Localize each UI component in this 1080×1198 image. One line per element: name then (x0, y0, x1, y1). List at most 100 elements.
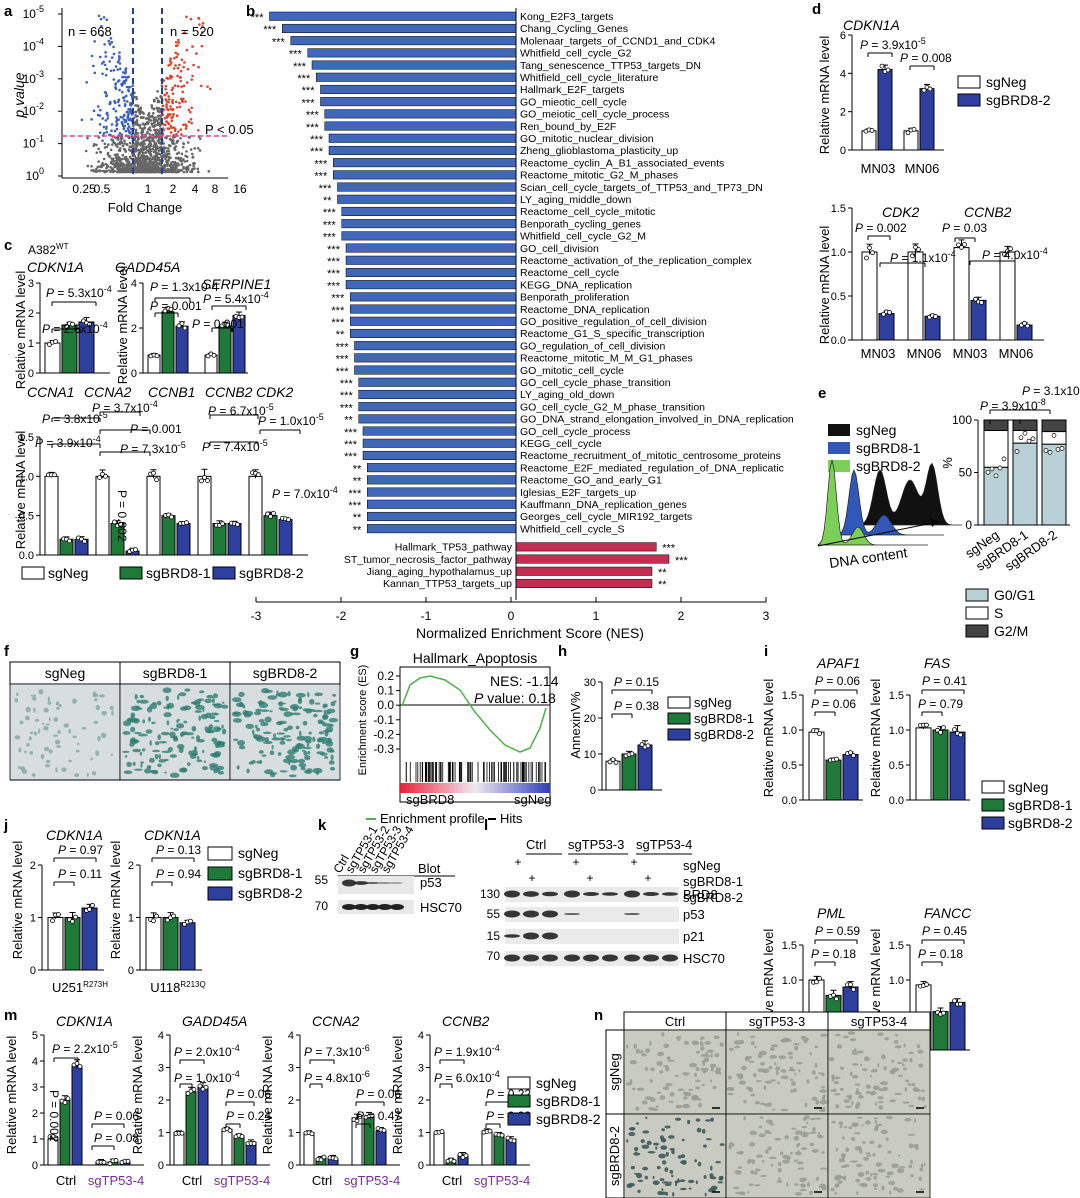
volcano-point (172, 166, 176, 170)
n-cell (873, 1187, 878, 1191)
c-pvalue: P = 2.6x10-4 (42, 320, 108, 336)
f-cell (124, 755, 128, 758)
panel-label-l: l (484, 817, 488, 834)
f-cell (301, 749, 305, 752)
f-cell (101, 710, 107, 716)
volcano-point (117, 138, 120, 141)
volcano-point (163, 93, 167, 97)
l-plus: + (586, 871, 593, 885)
f-cell (288, 774, 297, 778)
volcano-point (155, 96, 158, 100)
m-chart-point (357, 1114, 363, 1119)
volcano-point (138, 170, 142, 174)
f-cell (236, 765, 240, 770)
d-bottom-point (864, 255, 869, 261)
volcano-point (116, 170, 119, 174)
f-cell (166, 720, 170, 726)
c-bottom-bar (44, 475, 59, 556)
volcano-point (125, 110, 129, 114)
m-chart-bar (375, 1130, 387, 1166)
n-cell (835, 1104, 840, 1109)
m-chart-point (511, 1138, 517, 1144)
n-cell (776, 1081, 780, 1085)
volcano-point (171, 92, 175, 95)
gsea-term-label: Reactome_activation_of_the_replication_c… (520, 255, 752, 267)
d-bottom-xlabel: MN06 (907, 346, 942, 361)
f-cell (158, 753, 161, 760)
gsea-bar (290, 36, 517, 46)
e-stack-point (1043, 448, 1049, 453)
gsea-bar (354, 365, 517, 375)
volcano-point (99, 24, 103, 28)
volcano-point (180, 97, 183, 101)
n-cell (762, 1068, 770, 1074)
c-gadd-serp-ytick-label: 4 (131, 278, 137, 290)
f-cell (47, 696, 51, 702)
volcano-point (164, 146, 168, 150)
volcano-point (157, 149, 161, 153)
c-legend-label: sgNeg (48, 565, 88, 581)
n-cell (881, 1054, 886, 1060)
f-image-panel (9, 683, 121, 781)
volcano-point (110, 157, 113, 160)
m-pvalue: P = 2.2x10-5 (52, 1040, 118, 1056)
h-pvalue: P = 0.38 (614, 699, 659, 713)
volcano-point (166, 107, 169, 111)
volcano-point (104, 51, 107, 54)
volcano-point (187, 108, 191, 112)
volcano-point (162, 142, 166, 145)
volcano-point (196, 128, 200, 132)
n-cell (770, 1044, 779, 1048)
n-cell (910, 1145, 916, 1148)
volcano-point (185, 81, 189, 84)
f-cell (295, 745, 302, 749)
n-cell (775, 1070, 779, 1076)
e-stack-point (1026, 438, 1032, 444)
c-bottom-point (97, 475, 102, 481)
c-cdkn1a-point (64, 323, 69, 329)
l-band (624, 954, 640, 962)
n-cell (851, 1049, 857, 1054)
n-cell (923, 1162, 926, 1166)
n-cell (769, 1054, 778, 1059)
gsea-term-label: Reactome_cell_cycle (520, 267, 619, 279)
n-cell (853, 1132, 861, 1135)
volcano-point (114, 156, 118, 159)
n-cell (633, 1043, 638, 1049)
volcano-point (175, 55, 178, 59)
m-chart-ytick-label: 0 (418, 1160, 424, 1172)
volcano-point (134, 140, 138, 144)
d-bottom-bar (970, 299, 987, 341)
volcano-point (133, 121, 137, 125)
n-cell (728, 1142, 735, 1147)
j-legend-label: sgBRD8-1 (238, 865, 303, 881)
volcano-point (125, 100, 129, 103)
n-cell (798, 1069, 801, 1073)
n-cell (705, 1052, 708, 1056)
f-cell (204, 698, 213, 704)
volcano-point (127, 75, 130, 79)
e-phase-swatch (965, 606, 989, 620)
f-cell (45, 723, 50, 726)
f-cell (160, 731, 170, 736)
volcano-point (158, 161, 162, 165)
n-cell (644, 1048, 651, 1053)
m-chart-point (197, 1083, 203, 1089)
m-chart-bar (303, 1132, 315, 1166)
d-bottom-ytick-label: 1.5 (831, 203, 846, 215)
volcano-point (170, 126, 174, 130)
f-cell (304, 769, 311, 774)
c-bottom-point (103, 473, 108, 479)
volcano-point (147, 112, 151, 115)
volcano-point (90, 164, 93, 168)
f-cell (149, 740, 152, 746)
n-cell (700, 1046, 705, 1051)
n-cell (661, 1181, 670, 1184)
d-bottom-point (933, 314, 938, 319)
n-cell (661, 1188, 664, 1192)
gsea-significance: *** (327, 244, 341, 256)
d-top-point (885, 67, 891, 73)
n-cell (793, 1135, 800, 1141)
volcano-point (124, 78, 128, 82)
n-cell (681, 1138, 685, 1142)
